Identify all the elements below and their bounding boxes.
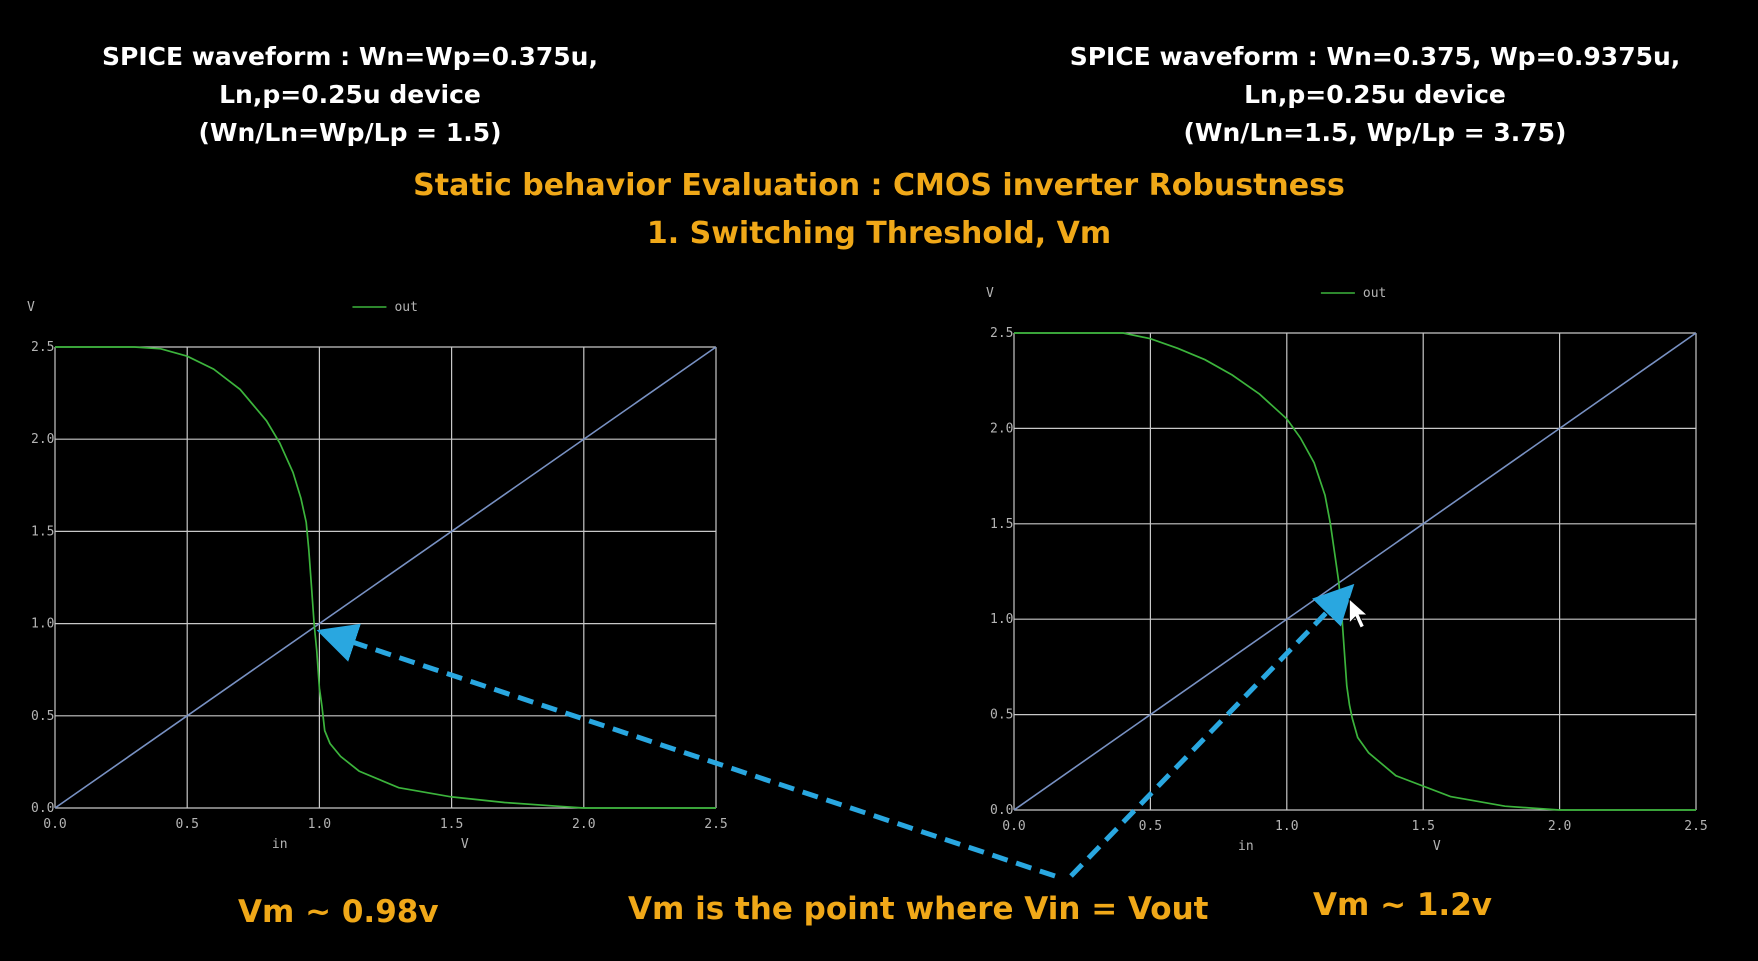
vin-equals-vout-line	[1013, 332, 1697, 811]
y-tick-label: 1.0	[990, 612, 1013, 627]
y-tick-label: 1.0	[31, 617, 54, 632]
y-tick-label: 2.0	[31, 432, 54, 447]
out-series-line	[55, 346, 716, 809]
x-tick-label: 1.0	[1275, 819, 1298, 834]
y-tick-label: 0.0	[31, 801, 54, 816]
y-tick-label: 1.5	[31, 524, 54, 539]
right-caption-line-3: (Wn/Ln=1.5, Wp/Lp = 3.75)	[1183, 118, 1567, 147]
y-unit-label: V	[27, 300, 35, 315]
left-caption: SPICE waveform : Wn=Wp=0.375u, Ln,p=0.25…	[60, 38, 640, 152]
x-tick-label: 0.0	[1002, 819, 1025, 834]
slide-subtitle: 1. Switching Threshold, Vm	[646, 216, 1112, 251]
x-tick-label: 1.0	[308, 817, 331, 832]
x-axis-label: in	[1238, 839, 1254, 854]
right-vtc-chart: 0.0 0.5 1.0 1.5 2.0 2.5 0.0 0.5 1.0 1.5 2.0 2.5 Vin V…	[986, 286, 1708, 854]
x-unit-label: V	[461, 837, 469, 852]
left-caption-line-2: Ln,p=0.25u device	[219, 80, 481, 109]
y-tick-label: 0.0	[990, 803, 1013, 818]
vm-left-label: Vm ~ 0.98v	[238, 894, 439, 930]
left-caption-line-1: SPICE waveform : Wn=Wp=0.375u,	[102, 42, 598, 71]
vin-equals-vout-line	[54, 346, 717, 809]
x-unit-label: V	[1433, 839, 1441, 854]
legend-label: out	[1363, 286, 1386, 301]
y-tick-label: 2.0	[990, 421, 1013, 436]
x-tick-label: 0.5	[175, 817, 198, 832]
right-caption-line-2: Ln,p=0.25u device	[1244, 80, 1506, 109]
cursor-arrow-shape	[1348, 597, 1369, 629]
x-tick-label: 0.5	[1139, 819, 1162, 834]
vm-right-label: Vm ~ 1.2v	[1313, 887, 1492, 923]
y-tick-label: 0.5	[31, 709, 54, 724]
mouse-cursor-icon	[1348, 597, 1369, 629]
y-tick-label: 2.5	[31, 340, 54, 355]
x-axis-label: in	[272, 837, 288, 852]
y-unit-label: V	[986, 286, 994, 301]
legend-label: out	[394, 300, 417, 315]
x-tick-label: 2.5	[1684, 819, 1707, 834]
vm-arrows	[316, 583, 1355, 879]
vm-definition-label: Vm is the point where Vin = Vout	[628, 891, 1209, 927]
y-tick-label: 1.5	[990, 517, 1013, 532]
slide-title: Static behavior Evaluation : CMOS invert…	[413, 168, 1345, 203]
x-tick-label: 1.5	[1411, 819, 1434, 834]
right-caption: SPICE waveform : Wn=0.375, Wp=0.9375u, L…	[1030, 38, 1720, 152]
y-tick-label: 2.5	[990, 326, 1013, 341]
right-caption-line-1: SPICE waveform : Wn=0.375, Wp=0.9375u,	[1069, 42, 1681, 71]
left-caption-line-3: (Wn/Ln=Wp/Lp = 1.5)	[198, 118, 502, 147]
x-tick-label: 2.0	[1548, 819, 1571, 834]
left-vtc-chart: 0.0 0.5 1.0 1.5 2.0 2.5 0.0 0.5 1.0 1.5 2.0 2.5 Vin V…	[27, 300, 728, 852]
y-tick-label: 0.5	[990, 708, 1013, 723]
x-tick-label: 2.0	[572, 817, 595, 832]
x-tick-label: 0.0	[43, 817, 66, 832]
arrow-to-right-vm	[1069, 583, 1355, 878]
out-series-line	[1014, 332, 1696, 811]
x-tick-label: 2.5	[704, 817, 727, 832]
x-tick-label: 1.5	[440, 817, 463, 832]
arrow-to-left-vm	[316, 623, 1056, 879]
